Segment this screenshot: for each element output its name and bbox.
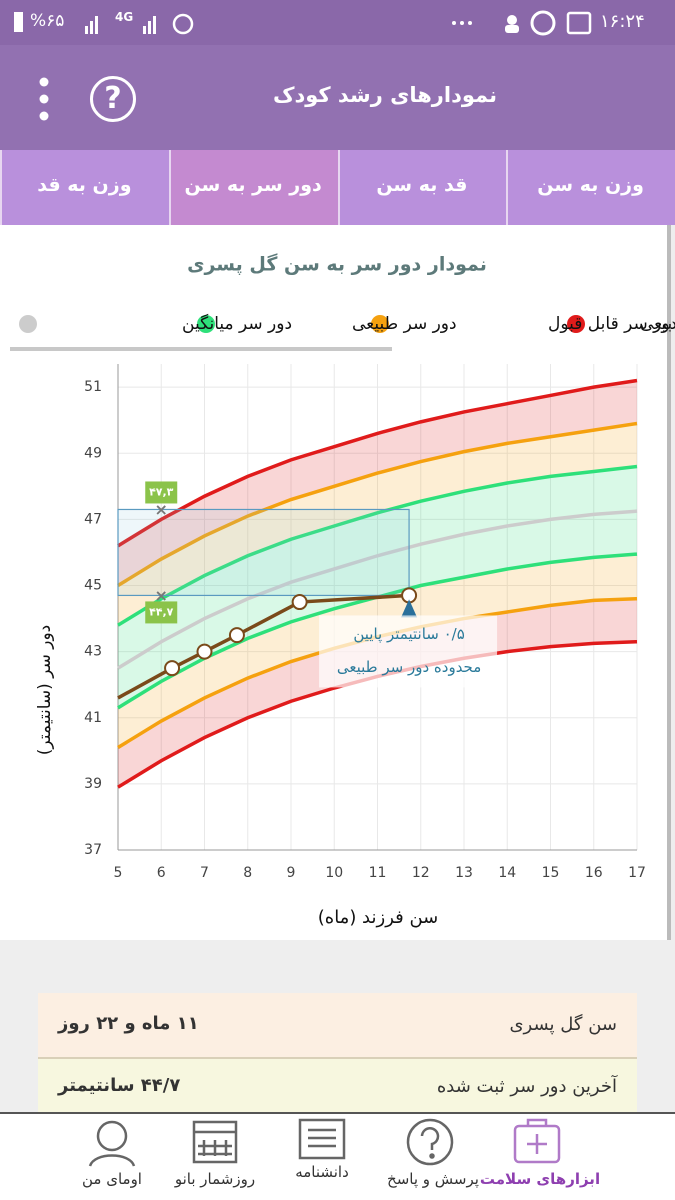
x-tick-label: 7 [200,865,209,881]
range-marker: × [155,586,168,605]
tab[interactable] [168,150,338,225]
tab[interactable] [337,150,507,225]
range-marker: × [155,500,168,519]
measurement-point [228,627,245,644]
legend-label: بیعی [640,314,672,334]
band [118,380,637,586]
y-tick-label: 45 [84,578,102,594]
curve [117,378,638,548]
tab-label[interactable]: وزن به قد [37,174,132,196]
tab-bar [0,150,675,225]
info-label: سن گل پسری [509,1014,617,1035]
legend-label: دور سر طبیعی [352,314,457,334]
info-label: آخرین دور سر ثبت شده [436,1076,617,1097]
legend-dot [371,315,389,333]
network: 4G [115,10,134,24]
nav-label[interactable]: پرسش و پاسخ [387,1170,479,1188]
nav-label[interactable]: دانشنامه [295,1163,349,1181]
y-tick-label: 47 [84,511,102,527]
clock: ۱۶:۲۴ [600,11,645,32]
y-axis-label: دور سر (سانتیمتر) [35,625,55,755]
band [118,423,637,626]
legend-dot [19,315,37,333]
range-label: ۴۴,۷ [149,605,174,618]
x-tick-label: 6 [157,865,166,881]
y-tick-label: 37 [84,842,102,858]
annotation: ۰/۵ سانتیمتر پایین [353,625,464,644]
annotation-bg [319,615,498,688]
menu-button[interactable] [34,76,54,122]
x-tick-label: 17 [628,865,646,881]
measurement-point [291,594,308,611]
measurement-point [164,660,181,677]
nav-label[interactable]: روزشمار بانو [174,1170,256,1188]
band [118,598,637,788]
band [118,554,637,748]
battery-icon [14,12,23,32]
status-bar [0,0,675,45]
band [118,511,637,708]
info-row [38,1059,637,1112]
y-tick-label: 51 [84,379,102,395]
nav-label[interactable]: ابزارهای سلامت [479,1170,601,1188]
info-value: ۴۴/۷ سانتیمتر [58,1075,181,1096]
tab[interactable] [506,150,675,225]
tab-label[interactable]: قد به سن [376,174,468,196]
status-icons [85,13,194,35]
tab-label[interactable]: دور سر به سن [184,174,322,196]
legend-dot [197,315,215,333]
battery-level: %۶۵ [30,11,65,31]
y-tick-label: 41 [84,710,102,726]
legend-label: دور سر قابل قبول [548,314,675,334]
y-tick-label: 49 [84,445,102,461]
x-tick-label: 11 [369,865,387,881]
tab-label[interactable]: وزن به سن [537,174,644,196]
legend-label: دور سر میانگین [182,313,292,334]
curve [117,509,638,670]
legend-dot [567,315,585,333]
x-tick-label: 16 [585,865,603,881]
x-tick-label: 14 [498,865,516,881]
curve [117,464,638,627]
app-title: نمودارهای رشد کودک [272,83,497,107]
chart-title: نمودار دور سر به سن گل پسری [187,253,487,276]
nav-icons [88,1118,561,1167]
y-tick-label: 39 [84,776,102,792]
x-tick-label: 10 [325,865,343,881]
range-label-bg [145,481,178,504]
curve [117,421,638,588]
status-icons-right [452,10,592,36]
range-label-bg [145,601,178,624]
scrollbar [667,225,671,940]
y-tick-label: 43 [84,644,102,660]
x-axis-label: سن فرزند (ماه) [318,907,439,928]
help-button[interactable]: ? [90,76,136,122]
range-box [117,508,410,597]
chart-card [0,225,667,940]
current-pointer [401,599,418,618]
range-label: ۴۷,۳ [149,485,174,498]
x-tick-label: 5 [114,865,123,881]
annotation: محدوده دور سر طبیعی [337,658,481,676]
nav-label[interactable]: اومای من [82,1170,142,1188]
tab[interactable] [0,150,169,225]
legend-underline [10,347,392,351]
info-row [38,993,637,1059]
measurement-line [117,593,410,700]
info-value: ۱۱ ماه و ۲۲ روز [58,1013,199,1034]
x-tick-label: 8 [243,865,252,881]
x-tick-label: 13 [455,865,473,881]
x-tick-label: 9 [287,865,296,881]
x-tick-label: 12 [412,865,430,881]
x-tick-label: 15 [542,865,560,881]
measurement-point [196,643,213,660]
band [118,466,637,669]
